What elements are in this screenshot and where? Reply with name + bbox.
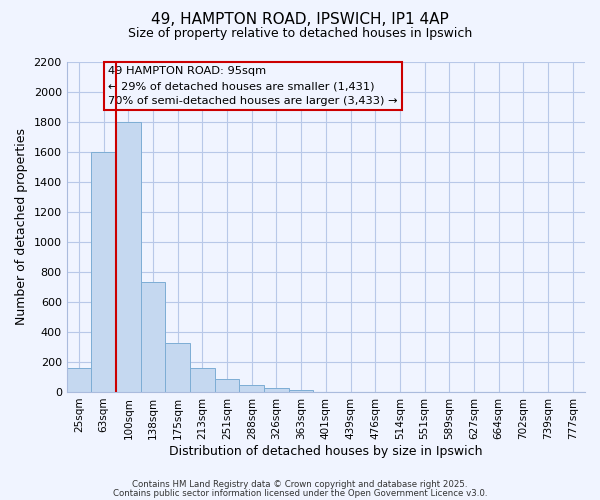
Bar [289,390,313,392]
X-axis label: Distribution of detached houses by size in Ipswich: Distribution of detached houses by size … [169,444,482,458]
Text: Size of property relative to detached houses in Ipswich: Size of property relative to detached ho… [128,28,472,40]
Bar [67,368,91,392]
Bar [239,384,264,392]
Text: Contains HM Land Registry data © Crown copyright and database right 2025.: Contains HM Land Registry data © Crown c… [132,480,468,489]
Text: Contains public sector information licensed under the Open Government Licence v3: Contains public sector information licen… [113,488,487,498]
Bar [141,282,166,392]
Bar [166,343,190,392]
Bar [215,379,239,392]
Y-axis label: Number of detached properties: Number of detached properties [15,128,28,325]
Text: 49 HAMPTON ROAD: 95sqm
← 29% of detached houses are smaller (1,431)
70% of semi-: 49 HAMPTON ROAD: 95sqm ← 29% of detached… [108,66,398,106]
Bar [116,122,141,392]
Bar [190,368,215,392]
Bar [264,388,289,392]
Bar [91,152,116,392]
Text: 49, HAMPTON ROAD, IPSWICH, IP1 4AP: 49, HAMPTON ROAD, IPSWICH, IP1 4AP [151,12,449,28]
